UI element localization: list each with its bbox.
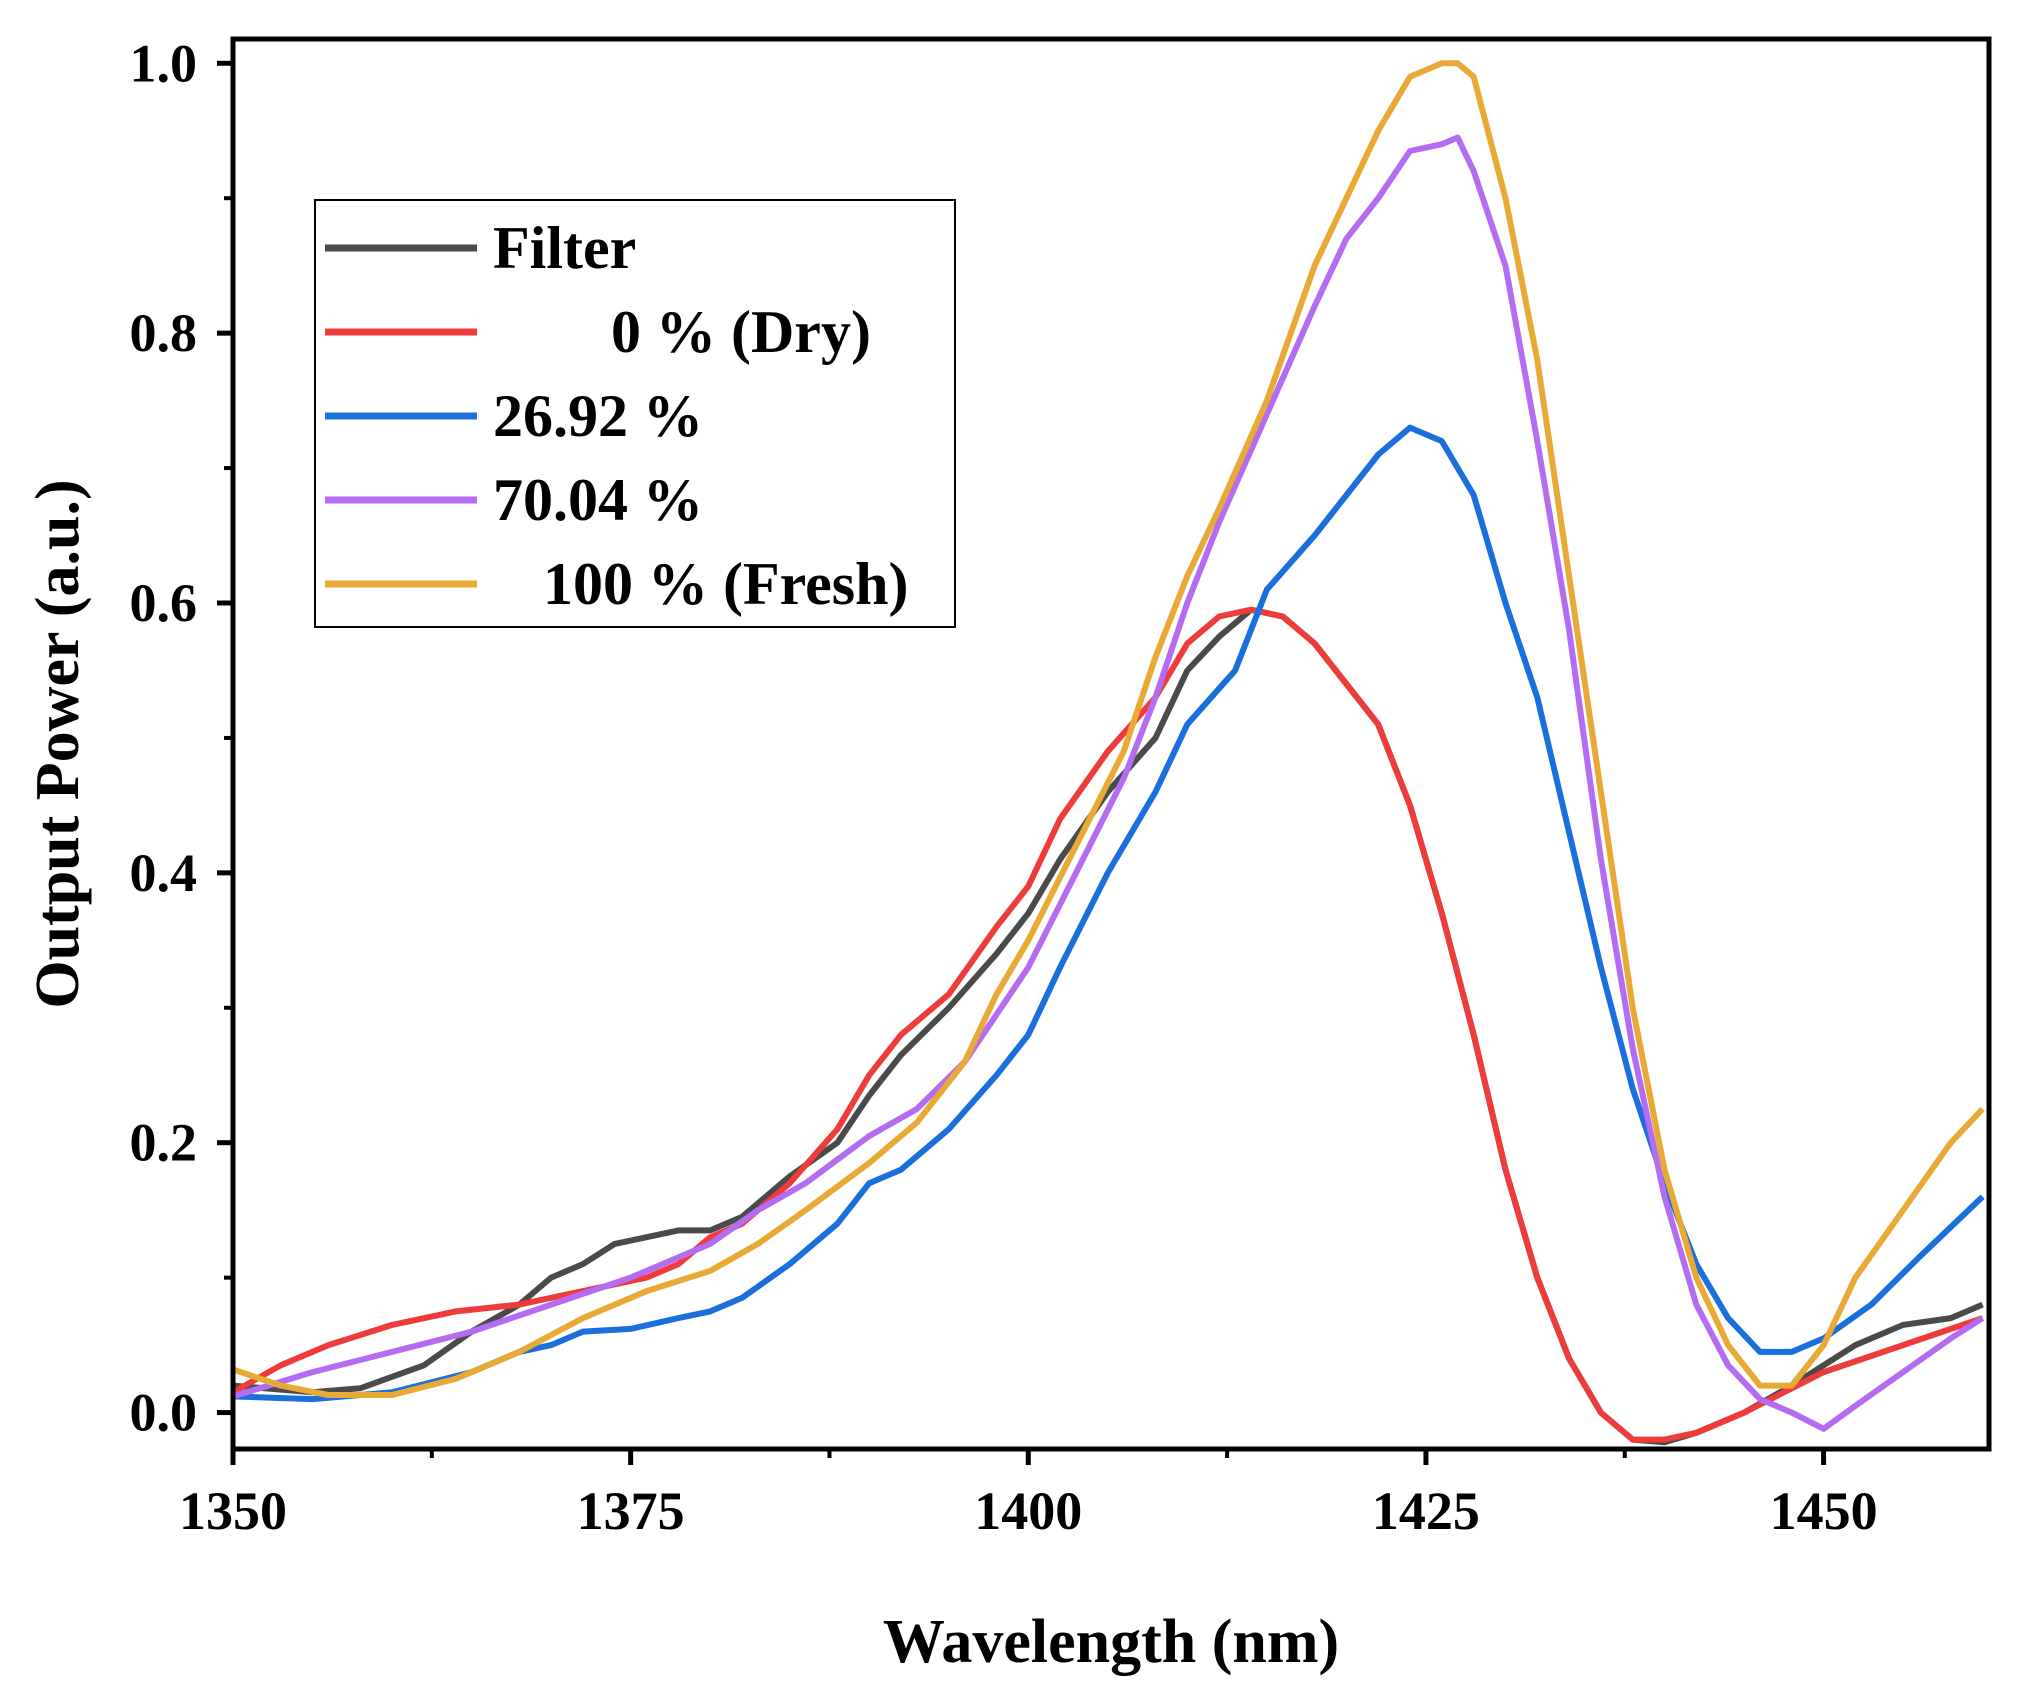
legend-label-4: 100 % (Fresh) [543, 551, 909, 617]
x-tick-label: 1425 [1372, 1481, 1480, 1541]
series-layer [231, 60, 1985, 1446]
series-line-1 [231, 606, 1984, 1443]
x-axis-label: Wavelength (nm) [883, 1608, 1339, 1676]
legend-label-2: 26.92 % [493, 383, 703, 449]
legend: Filter 0 % (Dry) 26.92 % 70.04 % 100 % (Fres… [314, 199, 956, 628]
y-tick-label: 0.0 [130, 1383, 198, 1443]
x-tick-label: 1375 [577, 1481, 685, 1541]
x-tick-label: 1450 [1770, 1481, 1878, 1541]
series-line-3 [232, 134, 1985, 1432]
y-tick-label: 0.4 [130, 843, 198, 903]
series-line-4 [232, 60, 1985, 1398]
x-tick-label: 1350 [179, 1481, 287, 1541]
series-line-0 [232, 606, 1984, 1446]
y-tick-label: 0.8 [130, 303, 198, 363]
y-tick-label: 1.0 [130, 33, 198, 93]
legend-label-3: 70.04 % [493, 467, 703, 533]
axes-frame [230, 36, 1992, 1452]
legend-label-1: 0 % (Dry) [611, 299, 871, 365]
x-tick-label: 1400 [974, 1481, 1082, 1541]
legend-label-0: Filter [493, 215, 636, 281]
ticks-layer: 1350 1375 1400 1425 1450 0.0 0.2 0.4 0.6 0.8 1.0 [130, 33, 1878, 1541]
y-tick-label: 0.2 [130, 1113, 198, 1173]
y-axis-label: Output Power (a.u.) [24, 479, 92, 1008]
y-tick-label: 0.6 [130, 573, 198, 633]
